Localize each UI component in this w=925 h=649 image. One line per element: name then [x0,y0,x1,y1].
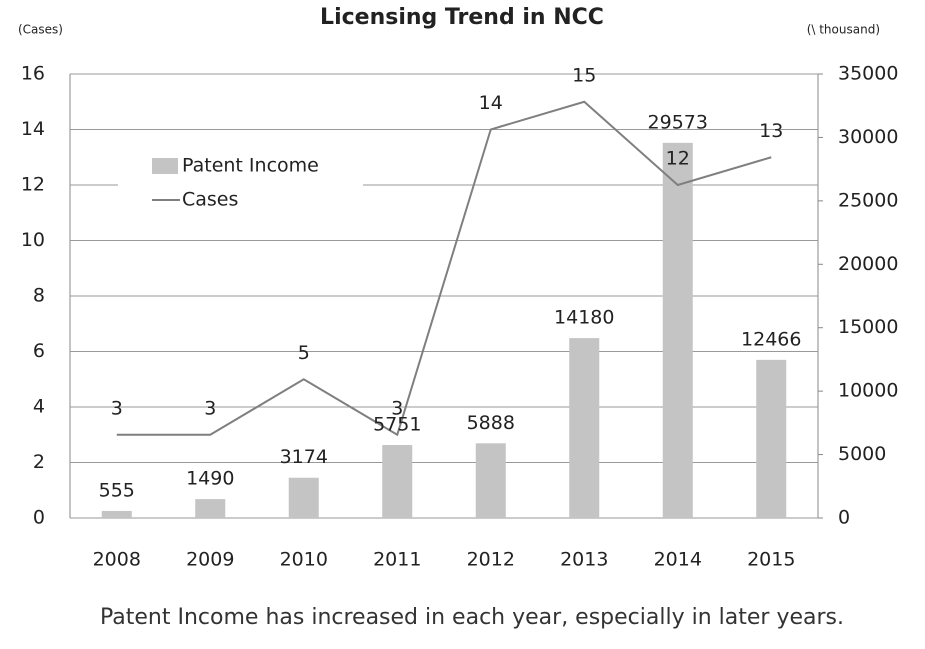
legend-swatch [152,158,178,174]
chart-title: Licensing Trend in NCC [320,5,604,30]
line [116,100,772,437]
bar [756,359,787,518]
y2-tick-label: 35000 [838,63,898,85]
x-tick-label: 2013 [560,549,608,571]
y2-tick-label: 30000 [838,126,898,148]
y-axis-label: (Cases) [18,23,63,37]
line-value-label: 12 [666,148,690,170]
line-value-label: 15 [572,64,596,86]
marks [101,100,787,518]
x-tick-label: 2015 [747,549,795,571]
y-tick-label: 10 [21,229,45,251]
line-value-label: 3 [391,397,403,419]
bar-value-label: 1490 [186,468,234,490]
bar [101,510,132,518]
x-tick-label: 2010 [280,549,328,571]
y2-tick-label: 15000 [838,316,898,338]
bar [382,445,413,518]
y-tick-label: 14 [21,118,45,140]
bar-value-label: 3174 [280,446,328,468]
bar-value-label: 5751 [373,414,421,436]
y2-tick-label: 25000 [838,189,898,211]
y2-tick-label: 10000 [838,380,898,402]
bar [569,338,600,518]
bar-value-label: 5888 [467,412,515,434]
labels: 0 2 4 6 8 10 12 14 16 0 5000 10000 15000 20000 25000 30… [21,63,899,571]
caption: Patent Income has increased in each year… [100,605,844,630]
line-value-label: 14 [479,92,503,114]
line-value-label: 3 [111,397,123,419]
legend-label: Cases [182,189,238,211]
y-tick-label: 16 [21,63,45,85]
y2-tick-label: 20000 [838,253,898,275]
y-tick-label: 4 [33,396,45,418]
y-tick-label: 2 [33,451,45,473]
line-value-label: 3 [204,397,216,419]
y-tick-label: 12 [21,174,45,196]
y2-tick-label: 5000 [838,443,886,465]
bar-value-label: 14180 [554,307,614,329]
line-value-label: 13 [759,120,783,142]
y2-tick-label: 0 [838,507,850,529]
bar [662,142,693,518]
x-tick-label: 2008 [93,549,141,571]
x-tick-label: 2014 [654,549,702,571]
y-tick-label: 0 [33,507,45,529]
y-tick-label: 6 [33,340,45,362]
x-tick-label: 2009 [186,549,234,571]
bar-value-label: 29573 [648,111,708,133]
legend-label: Patent Income [182,155,319,177]
grid [69,73,823,519]
x-tick-label: 2012 [467,549,515,571]
x-tick-label: 2011 [373,549,421,571]
bar-value-label: 12466 [741,328,801,350]
line-value-label: 5 [298,342,310,364]
bar [475,443,506,518]
bar-value-label: 555 [99,479,135,501]
bar [288,477,319,518]
y2-axis-label: (\ thousand) [807,23,880,37]
bar [195,499,226,518]
y-tick-label: 8 [33,285,45,307]
